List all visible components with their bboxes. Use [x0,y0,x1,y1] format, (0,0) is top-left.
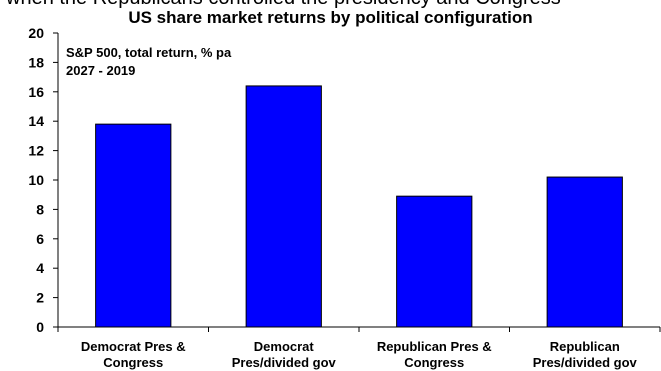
y-tick-label: 10 [28,172,44,188]
x-category-label: Pres/divided gov [232,355,337,370]
x-category-label: Congress [404,355,464,370]
y-tick-labels: 0 2 4 6 8 10 12 14 16 18 20 [28,25,44,335]
chart-title: US share market returns by political con… [128,8,533,27]
annotation: S&P 500, total return, % pa 2027 - 2019 [66,45,232,78]
y-tick-label: 16 [28,84,44,100]
y-tick-label: 2 [36,290,44,306]
bar [396,195,473,328]
x-category-label: Republican Pres & [377,339,492,354]
annotation-line: S&P 500, total return, % pa [66,45,232,60]
bars [95,85,623,328]
x-category-label: Republican [550,339,620,354]
x-category-label: Pres/divided gov [533,355,638,370]
bar [95,123,172,328]
y-tick-label: 8 [36,201,44,217]
y-tick-label: 6 [36,231,44,247]
y-tick-label: 14 [28,113,44,129]
bar [245,85,322,328]
y-tick-label: 18 [28,54,44,70]
y-tick-label: 0 [36,319,44,335]
x-category-labels: Democrat Pres &CongressDemocratPres/divi… [81,339,638,370]
y-tick-label: 4 [36,260,44,276]
x-category-label: Democrat Pres & [81,339,186,354]
x-category-label: Congress [103,355,163,370]
y-tick-label: 20 [28,25,44,41]
bar [546,176,623,328]
x-category-label: Democrat [254,339,315,354]
y-tick-label: 12 [28,143,44,159]
annotation-line: 2027 - 2019 [66,63,135,78]
clipped-caption-text: when the Republicans controlled the pres… [0,0,661,13]
